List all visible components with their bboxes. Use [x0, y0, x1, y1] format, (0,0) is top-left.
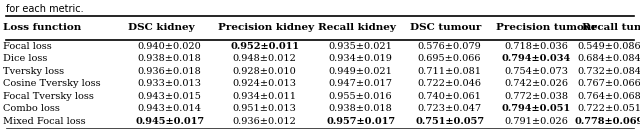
Text: 0.943±0.014: 0.943±0.014	[138, 104, 202, 113]
Text: 0.722±0.046: 0.722±0.046	[418, 79, 482, 88]
Text: 0.764±0.068: 0.764±0.068	[578, 92, 640, 101]
Text: DSC tumour: DSC tumour	[410, 23, 481, 32]
Text: 0.928±0.010: 0.928±0.010	[233, 67, 296, 76]
Text: Precision kidney: Precision kidney	[218, 23, 314, 32]
Text: 0.684±0.084: 0.684±0.084	[578, 54, 640, 63]
Text: 0.940±0.020: 0.940±0.020	[138, 42, 202, 51]
Text: 0.791±0.026: 0.791±0.026	[504, 117, 568, 126]
Text: Dice loss: Dice loss	[3, 54, 47, 63]
Text: 0.754±0.073: 0.754±0.073	[504, 67, 568, 76]
Text: Mixed Focal loss: Mixed Focal loss	[3, 117, 86, 126]
Text: Combo loss: Combo loss	[3, 104, 60, 113]
Text: Precision tumour: Precision tumour	[496, 23, 597, 32]
Text: 0.949±0.021: 0.949±0.021	[329, 67, 392, 76]
Text: 0.955±0.016: 0.955±0.016	[329, 92, 392, 101]
Text: 0.938±0.018: 0.938±0.018	[138, 54, 202, 63]
Text: 0.794±0.034: 0.794±0.034	[501, 54, 571, 63]
Text: 0.933±0.013: 0.933±0.013	[138, 79, 202, 88]
Text: 0.936±0.018: 0.936±0.018	[138, 67, 202, 76]
Text: 0.718±0.036: 0.718±0.036	[504, 42, 568, 51]
Text: 0.742±0.026: 0.742±0.026	[504, 79, 568, 88]
Text: Loss function: Loss function	[3, 23, 81, 32]
Text: 0.936±0.012: 0.936±0.012	[233, 117, 296, 126]
Text: 0.948±0.012: 0.948±0.012	[233, 54, 296, 63]
Text: 0.711±0.081: 0.711±0.081	[418, 67, 482, 76]
Text: 0.751±0.057: 0.751±0.057	[415, 117, 484, 126]
Text: Recall kidney: Recall kidney	[318, 23, 396, 32]
Text: 0.794±0.051: 0.794±0.051	[501, 104, 571, 113]
Text: for each metric.: for each metric.	[6, 4, 84, 14]
Text: 0.947±0.017: 0.947±0.017	[329, 79, 393, 88]
Text: 0.952±0.011: 0.952±0.011	[230, 42, 299, 51]
Text: 0.732±0.084: 0.732±0.084	[578, 67, 640, 76]
Text: 0.549±0.086: 0.549±0.086	[578, 42, 640, 51]
Text: Cosine Tversky loss: Cosine Tversky loss	[3, 79, 101, 88]
Text: 0.740±0.061: 0.740±0.061	[418, 92, 481, 101]
Text: 0.951±0.013: 0.951±0.013	[233, 104, 296, 113]
Text: Tversky loss: Tversky loss	[3, 67, 65, 76]
Text: 0.945±0.017: 0.945±0.017	[135, 117, 204, 126]
Text: 0.576±0.079: 0.576±0.079	[418, 42, 481, 51]
Text: 0.772±0.038: 0.772±0.038	[504, 92, 568, 101]
Text: DSC kidney: DSC kidney	[128, 23, 195, 32]
Text: 0.938±0.018: 0.938±0.018	[329, 104, 392, 113]
Text: 0.767±0.066: 0.767±0.066	[578, 79, 640, 88]
Text: 0.943±0.015: 0.943±0.015	[138, 92, 202, 101]
Text: 0.957±0.017: 0.957±0.017	[326, 117, 396, 126]
Text: 0.934±0.019: 0.934±0.019	[329, 54, 392, 63]
Text: Recall tumour: Recall tumour	[582, 23, 640, 32]
Text: 0.722±0.051: 0.722±0.051	[578, 104, 640, 113]
Text: 0.935±0.021: 0.935±0.021	[329, 42, 392, 51]
Text: 0.695±0.066: 0.695±0.066	[418, 54, 481, 63]
Text: Focal loss: Focal loss	[3, 42, 52, 51]
Text: 0.934±0.011: 0.934±0.011	[233, 92, 297, 101]
Text: Focal Tversky loss: Focal Tversky loss	[3, 92, 94, 101]
Text: 0.723±0.047: 0.723±0.047	[417, 104, 482, 113]
Text: 0.924±0.013: 0.924±0.013	[233, 79, 297, 88]
Text: 0.778±0.069: 0.778±0.069	[575, 117, 640, 126]
